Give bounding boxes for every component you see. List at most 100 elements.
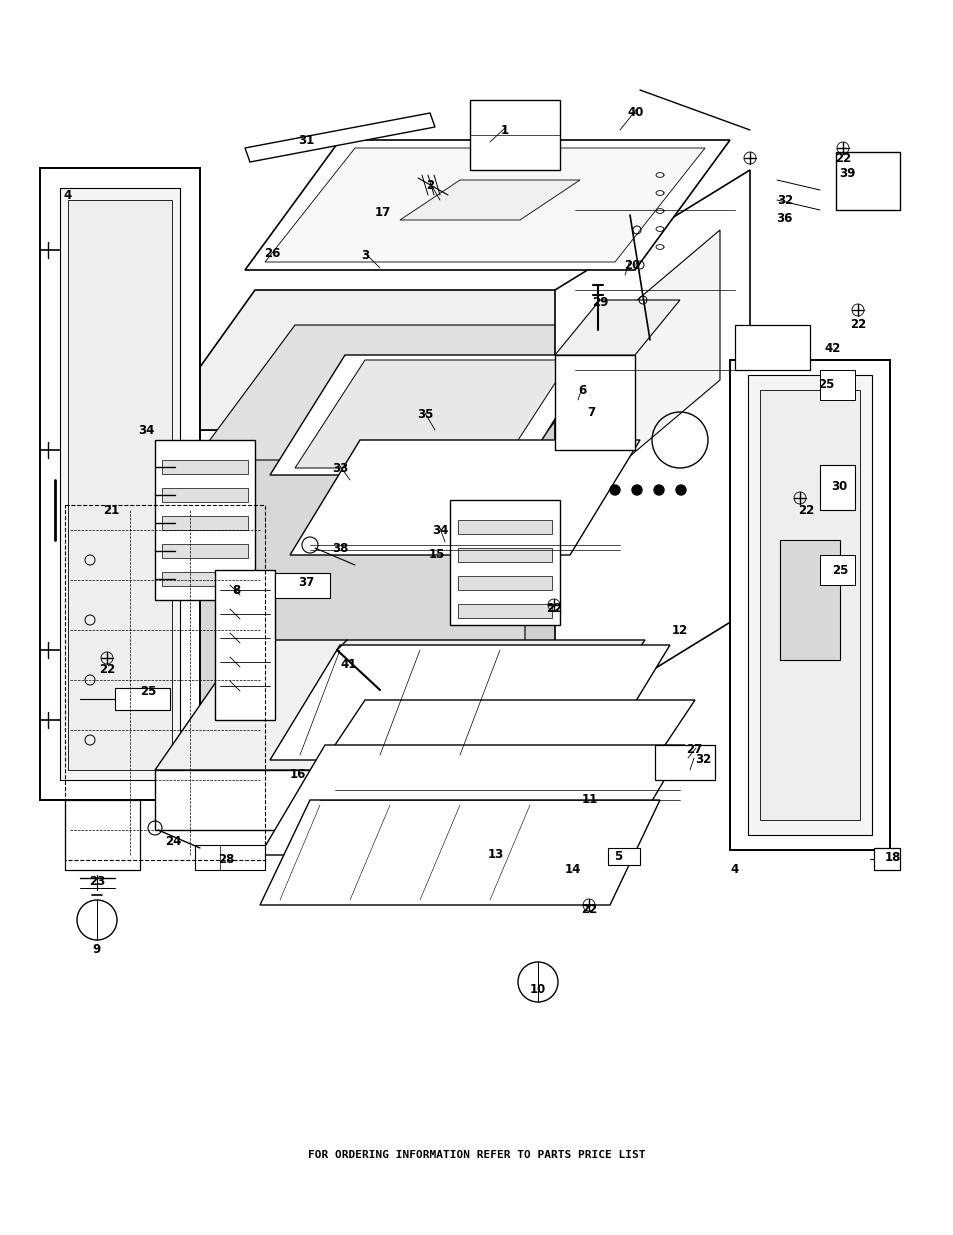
Text: 37: 37 [297, 576, 314, 589]
Text: 28: 28 [217, 853, 233, 867]
Text: 23: 23 [89, 876, 105, 888]
Polygon shape [457, 520, 552, 534]
Polygon shape [450, 500, 559, 625]
Polygon shape [60, 188, 180, 781]
Text: 8: 8 [232, 583, 240, 597]
Text: 40: 40 [627, 105, 643, 119]
Text: 12: 12 [671, 624, 687, 636]
Polygon shape [607, 848, 639, 864]
Text: 4: 4 [730, 863, 739, 877]
Polygon shape [154, 769, 555, 830]
Polygon shape [245, 112, 435, 162]
Polygon shape [154, 290, 655, 430]
Text: 34: 34 [432, 524, 448, 536]
Text: 38: 38 [332, 541, 348, 555]
Polygon shape [65, 800, 140, 869]
Text: 22: 22 [849, 319, 865, 331]
Text: 26: 26 [264, 247, 280, 259]
Text: 18: 18 [883, 851, 901, 864]
Text: 3: 3 [360, 248, 369, 262]
Polygon shape [162, 543, 248, 558]
Text: 36: 36 [775, 211, 791, 225]
Text: 6: 6 [578, 384, 585, 396]
Text: 21: 21 [103, 504, 119, 516]
Polygon shape [115, 688, 170, 710]
Polygon shape [760, 390, 859, 820]
Text: 41: 41 [340, 658, 356, 672]
Text: 31: 31 [297, 133, 314, 147]
Polygon shape [68, 200, 172, 769]
Text: 10: 10 [529, 983, 545, 997]
Text: 1: 1 [500, 124, 509, 137]
Text: 13: 13 [487, 848, 503, 862]
Text: 22: 22 [797, 504, 813, 516]
Polygon shape [194, 845, 265, 869]
Text: 5: 5 [613, 851, 621, 863]
Polygon shape [194, 325, 629, 459]
Polygon shape [655, 745, 714, 781]
Text: FOR ORDERING INFORMATION REFER TO PARTS PRICE LIST: FOR ORDERING INFORMATION REFER TO PARTS … [308, 1150, 645, 1160]
Text: 16: 16 [290, 768, 306, 782]
Text: 34: 34 [137, 424, 154, 436]
Polygon shape [457, 604, 552, 618]
Text: 35: 35 [416, 409, 433, 421]
Text: 4: 4 [64, 189, 72, 201]
Polygon shape [555, 290, 655, 769]
Polygon shape [820, 466, 854, 510]
Polygon shape [245, 140, 729, 270]
Polygon shape [780, 540, 840, 659]
Polygon shape [154, 430, 555, 769]
Text: 22: 22 [99, 663, 115, 677]
Polygon shape [457, 576, 552, 590]
Text: 14: 14 [564, 863, 580, 877]
Polygon shape [40, 168, 200, 800]
Polygon shape [185, 454, 524, 745]
Polygon shape [747, 375, 871, 835]
Polygon shape [734, 325, 809, 370]
Polygon shape [260, 800, 659, 905]
Text: 11: 11 [581, 794, 598, 806]
Polygon shape [820, 370, 854, 400]
Text: 22: 22 [545, 601, 561, 615]
Text: 32: 32 [694, 753, 710, 767]
Polygon shape [294, 700, 695, 805]
Polygon shape [555, 170, 749, 730]
Polygon shape [399, 180, 579, 220]
Polygon shape [162, 459, 248, 474]
Polygon shape [589, 230, 720, 490]
Polygon shape [820, 555, 854, 585]
Text: 30: 30 [830, 479, 846, 493]
Polygon shape [162, 572, 248, 585]
Text: 29: 29 [591, 295, 608, 309]
Polygon shape [154, 640, 644, 769]
Polygon shape [457, 548, 552, 562]
Polygon shape [294, 359, 569, 468]
Text: 20: 20 [623, 258, 639, 272]
Polygon shape [555, 300, 679, 354]
Polygon shape [162, 516, 248, 530]
Polygon shape [555, 354, 635, 450]
Polygon shape [214, 571, 274, 720]
Text: 25: 25 [140, 685, 156, 699]
Text: 15: 15 [428, 548, 445, 562]
Polygon shape [260, 745, 684, 855]
Polygon shape [265, 148, 704, 262]
Circle shape [631, 485, 641, 495]
Text: 2: 2 [425, 179, 434, 191]
Text: 33: 33 [332, 462, 348, 474]
Polygon shape [154, 440, 254, 600]
Polygon shape [290, 440, 639, 555]
Polygon shape [274, 573, 330, 598]
Polygon shape [379, 800, 499, 840]
Text: 22: 22 [580, 904, 597, 916]
Text: 25: 25 [817, 378, 833, 391]
Text: 42: 42 [824, 342, 841, 354]
Polygon shape [873, 848, 899, 869]
Text: 39: 39 [838, 167, 854, 179]
Text: 22: 22 [834, 152, 850, 164]
Text: 7: 7 [586, 405, 595, 419]
Circle shape [609, 485, 619, 495]
Polygon shape [470, 100, 559, 170]
Polygon shape [162, 488, 248, 501]
Text: 17: 17 [375, 205, 391, 219]
